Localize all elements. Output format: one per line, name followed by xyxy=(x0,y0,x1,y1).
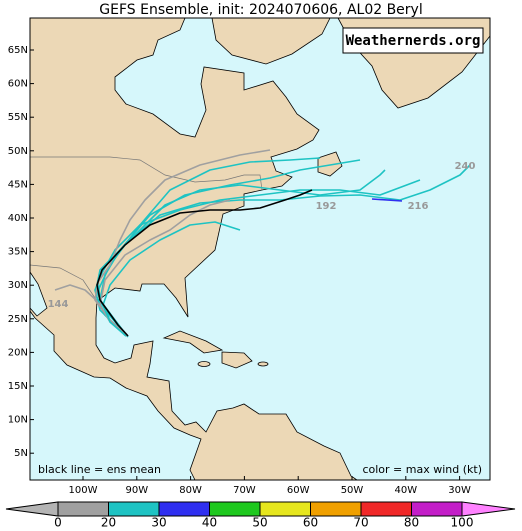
lat-label: 50N xyxy=(8,146,28,157)
colorbar-arrow-right xyxy=(461,501,516,517)
colorbar-label: 80 xyxy=(404,516,419,530)
colorbar-segment xyxy=(360,501,412,517)
lat-label: 55N xyxy=(8,112,28,123)
colorbar-segment xyxy=(259,501,311,517)
colorbar-label: 40 xyxy=(202,516,217,530)
lon-label: 60W xyxy=(287,485,310,496)
colorbar-segment xyxy=(108,501,160,517)
lat-label: 35N xyxy=(8,247,28,258)
lat-label: 15N xyxy=(8,381,28,392)
lon-label: 100W xyxy=(69,485,98,496)
north-america xyxy=(29,17,359,481)
mean-track xyxy=(96,189,313,337)
colorbar-label: 60 xyxy=(303,516,318,530)
puerto-rico xyxy=(257,361,269,367)
lat-label: 65N xyxy=(8,45,28,56)
note-right: color = max wind (kt) xyxy=(362,463,482,476)
newfoundland xyxy=(317,151,343,177)
track-hour-label: 216 xyxy=(408,201,429,212)
colorbar-label: 100 xyxy=(451,516,474,530)
colorbar-segment xyxy=(57,501,109,517)
watermark-box xyxy=(342,27,484,54)
lon-label: 80W xyxy=(179,485,202,496)
map: Weathernerds.org black line = ens mean c… xyxy=(29,17,491,481)
colorbar-label: 70 xyxy=(353,516,368,530)
member-track xyxy=(94,149,271,337)
lon-label: 90W xyxy=(125,485,148,496)
lon-label: 40W xyxy=(394,485,417,496)
lat-label: 30N xyxy=(8,280,28,291)
lat-label: 20N xyxy=(8,347,28,358)
jamaica xyxy=(197,361,211,367)
us-canada-border xyxy=(30,156,263,191)
member-track xyxy=(371,198,403,202)
lon-label: 30W xyxy=(448,485,471,496)
note-left: black line = ens mean xyxy=(38,463,161,476)
lat-label: 60N xyxy=(8,79,28,90)
member-track xyxy=(102,221,241,337)
title: GEFS Ensemble, init: 2024070606, AL02 Be… xyxy=(99,2,422,18)
hispaniola xyxy=(221,351,253,369)
baffin-island xyxy=(211,17,331,65)
track-hour-label: 192 xyxy=(316,201,337,212)
watermark: Weathernerds.org xyxy=(346,33,481,49)
colorbar-label: 50 xyxy=(252,516,267,530)
map-frame xyxy=(29,17,491,481)
lat-label: 40N xyxy=(8,213,28,224)
us-mexico-border xyxy=(29,264,98,302)
colorbar-segment xyxy=(209,501,261,517)
colorbar: 0 20 30 40 50 60 70 80 100 xyxy=(5,501,516,530)
track-hour-label: 240 xyxy=(455,161,476,172)
lat-label: 45N xyxy=(8,179,28,190)
cuba xyxy=(162,330,224,354)
lon-label: 50W xyxy=(341,485,364,496)
track-hour-label: 144 xyxy=(48,299,69,310)
lon-label: 70W xyxy=(233,485,256,496)
ensemble-tracks xyxy=(54,149,471,338)
colorbar-segment xyxy=(411,501,463,517)
colorbar-segment xyxy=(310,501,362,517)
colorbar-label: 0 xyxy=(54,516,62,530)
lat-label: 5N xyxy=(14,448,28,459)
colorbar-label: 20 xyxy=(101,516,116,530)
member-track xyxy=(94,169,386,336)
lat-label: 25N xyxy=(8,314,28,325)
colorbar-segment xyxy=(158,501,210,517)
colorbar-label: 30 xyxy=(151,516,166,530)
lat-label: 10N xyxy=(8,415,28,426)
